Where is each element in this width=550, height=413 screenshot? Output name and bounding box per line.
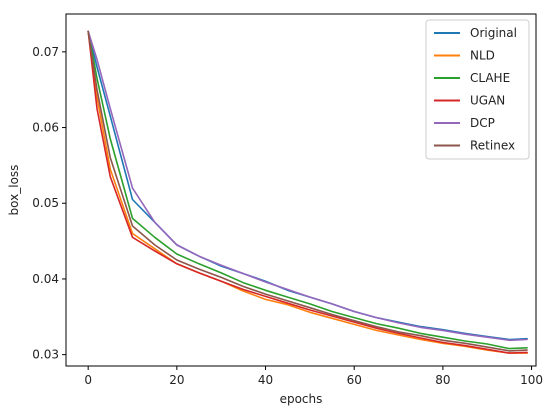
y-axis-label: box_loss	[7, 165, 21, 216]
x-tick-label: 60	[347, 373, 362, 387]
y-tick-label: 0.05	[32, 196, 59, 210]
x-tick-label: 100	[520, 373, 543, 387]
series-lines	[87, 30, 528, 354]
series-line-dcp	[87, 30, 528, 342]
x-tick-label: 0	[84, 373, 92, 387]
legend-label-dcp: DCP	[470, 116, 495, 130]
y-tick-label: 0.03	[32, 348, 59, 362]
y-tick-label: 0.06	[32, 121, 59, 135]
y-axis: 0.03 0.04 0.05 0.06 0.07	[32, 45, 66, 362]
y-tick-label: 0.04	[32, 272, 59, 286]
series-line-clahe	[87, 30, 528, 350]
y-tick-label: 0.07	[32, 45, 59, 59]
legend-label-original: Original	[470, 26, 517, 40]
legend-label-retinex: Retinex	[470, 139, 515, 153]
x-axis: 0 20 40 60 80 100	[84, 366, 543, 387]
plot-frame	[65, 13, 537, 367]
legend-label-ugan: UGAN	[470, 94, 505, 108]
x-tick-label: 80	[435, 373, 450, 387]
legend-label-clahe: CLAHE	[470, 71, 510, 85]
legend-label-nld: NLD	[470, 49, 495, 63]
series-line-retinex	[87, 30, 528, 352]
x-axis-label: epochs	[280, 392, 323, 406]
x-tick-label: 40	[258, 373, 273, 387]
x-tick-label: 20	[169, 373, 184, 387]
series-line-ugan	[87, 30, 528, 354]
legend: Original NLD CLAHE UGAN DCP Retinex	[425, 19, 530, 160]
